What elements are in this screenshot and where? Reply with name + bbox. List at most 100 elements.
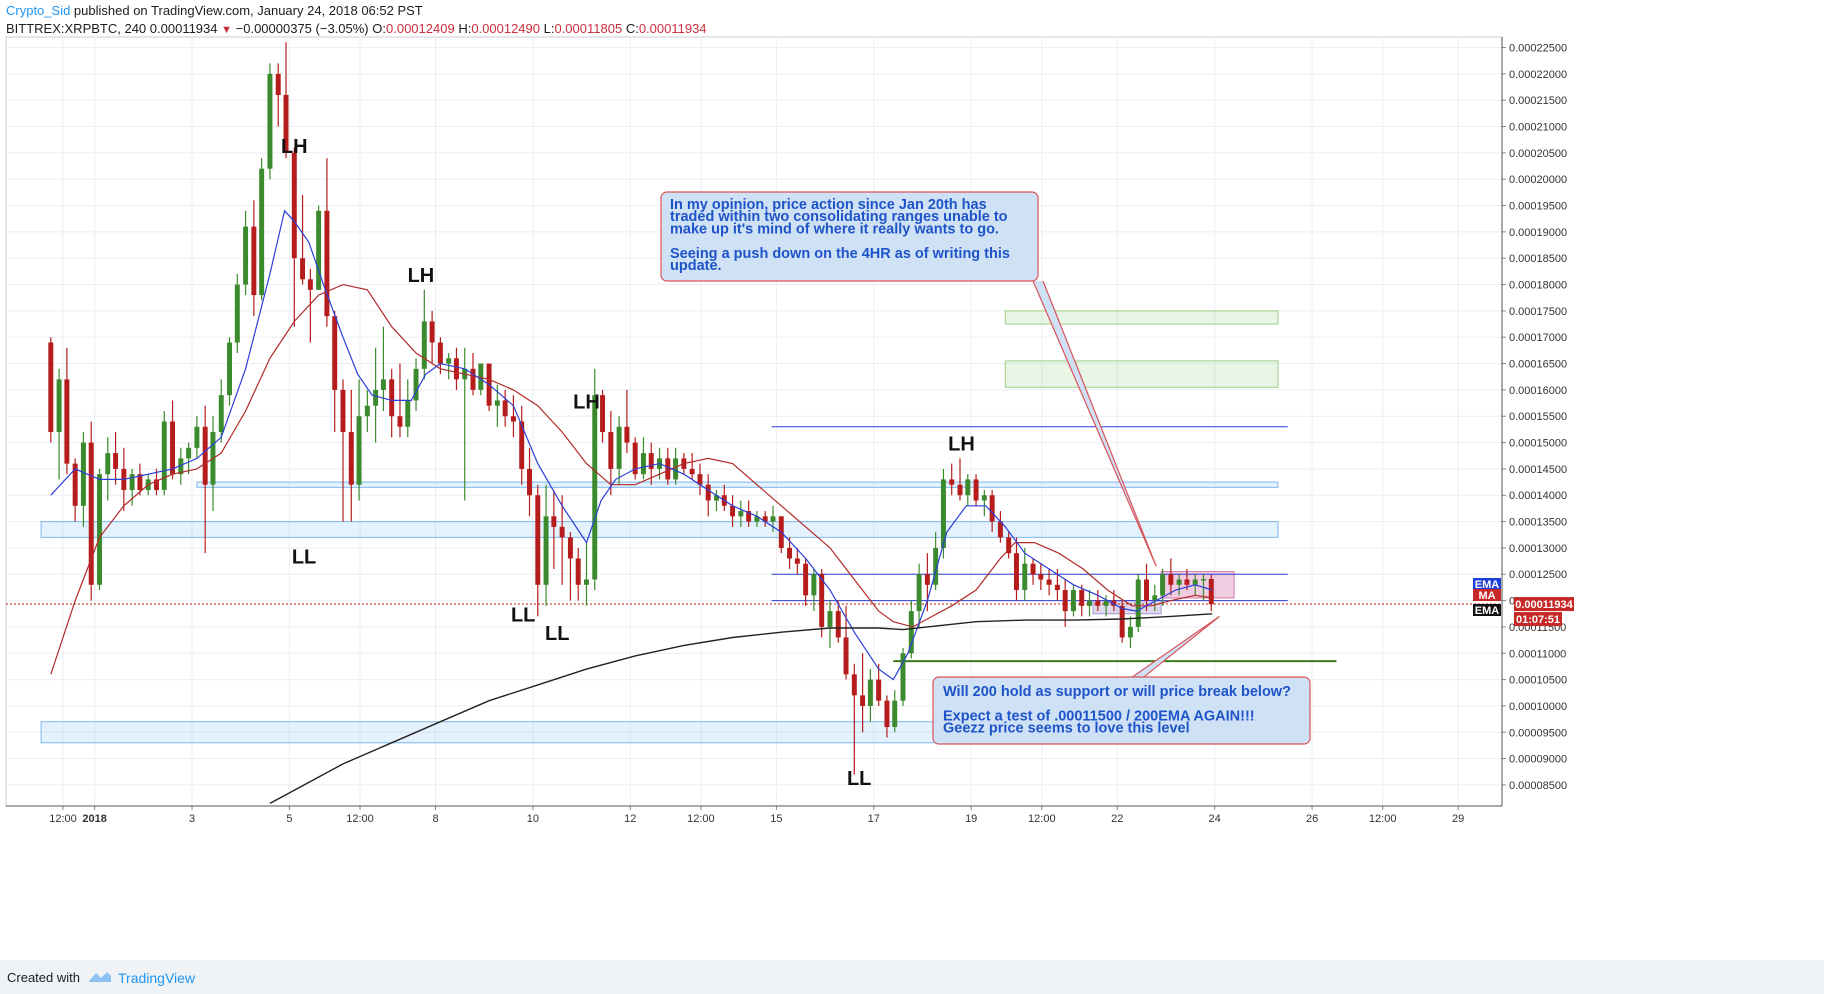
x-tick-label: 24 (1209, 813, 1221, 825)
close-label: C: (625, 21, 639, 36)
candle-body (1192, 579, 1198, 585)
x-tick-label: 12:00 (1028, 813, 1056, 825)
candle-body (1006, 537, 1012, 554)
candle-body (291, 152, 297, 259)
candle-body (551, 516, 557, 527)
candle-body (908, 611, 914, 654)
x-tick-label: 26 (1306, 813, 1318, 825)
y-tick-label: 0.00012500 (1509, 569, 1567, 581)
candle-body (470, 368, 476, 390)
candle-body (673, 458, 679, 480)
candle-body (1152, 595, 1158, 601)
countdown-tag-label: 01:07:51 (1516, 614, 1560, 626)
callout-text: make up it's mind of where it really wan… (670, 221, 999, 237)
candle-body (924, 574, 930, 585)
candle-body (405, 400, 411, 427)
x-tick-label: 15 (770, 813, 782, 825)
tradingview-logo-icon (89, 972, 111, 982)
candle-body (592, 395, 598, 580)
candle-body (600, 395, 606, 433)
candle-body (1062, 590, 1068, 612)
candle-body (1087, 600, 1093, 606)
candle-body (64, 379, 70, 464)
candle-body (356, 416, 362, 485)
candle-body (851, 674, 857, 696)
x-tick-label: 22 (1111, 813, 1123, 825)
pivot-label: LH (281, 136, 308, 158)
candle-body (519, 421, 525, 469)
price-chart[interactable]: 0.00022500 0.00022000 0.00021500 0.00021000… (0, 0, 1824, 960)
candle-body (510, 416, 516, 422)
x-tick-label: 10 (527, 813, 539, 825)
x-tick-label: 12:00 (687, 813, 715, 825)
callout-text: Will 200 hold as support or will price b… (943, 684, 1291, 700)
y-tick-label: 0.00019000 (1509, 227, 1567, 239)
candle-body (259, 168, 265, 296)
candle-body (446, 358, 452, 364)
candle-body (559, 526, 565, 538)
candle-body (153, 479, 159, 490)
high-label: H: (458, 21, 472, 36)
candle-body (1103, 600, 1109, 606)
indicator-tag (1473, 604, 1501, 616)
candle-body (827, 611, 833, 627)
candle-body (494, 400, 500, 406)
pivot-label: LH (948, 433, 975, 455)
zone-blue (40, 521, 1279, 538)
y-tick-label: 0.00022000 (1509, 69, 1567, 81)
candle-body (1111, 600, 1117, 606)
candle-body (665, 458, 671, 480)
candle-body (794, 558, 800, 564)
symbol-line: BITTREX:XRPBTC, 240 0.00011934 ▼ −0.0000… (6, 21, 707, 36)
candle-body (738, 511, 744, 517)
candle-body (527, 468, 532, 496)
candle-body (105, 453, 111, 475)
y-tick-label: 0.00018000 (1509, 280, 1567, 292)
y-tick-label: 0.00016000 (1509, 385, 1567, 397)
x-tick-label: 29 (1452, 813, 1464, 825)
callout-text: Expect a test of .00011500 / 200EMA AGAI… (943, 708, 1255, 724)
candle-body (884, 700, 890, 727)
pivot-label: LH (408, 265, 435, 287)
candle-body (1038, 574, 1044, 580)
candle-body (1070, 590, 1076, 612)
candle-body (421, 321, 427, 369)
author-link[interactable]: Crypto_Sid (6, 3, 71, 18)
candle-body (1046, 579, 1052, 585)
y-tick-label: 0.00021000 (1509, 122, 1567, 134)
y-tick-label: 0.00014500 (1509, 464, 1567, 476)
callout-pointer (1127, 615, 1220, 681)
y-tick-label: 0.00015000 (1509, 438, 1567, 450)
candle-body (340, 389, 346, 433)
candle-body (380, 379, 386, 390)
candle-body (300, 258, 306, 280)
callout-pointer (1032, 280, 1157, 567)
tradingview-link[interactable]: TradingView (118, 970, 196, 986)
pivot-label: LH (573, 391, 600, 413)
close-value: 0.00011934 (638, 21, 707, 36)
candle-body (543, 516, 549, 585)
candle-body (575, 558, 581, 585)
candle-body (161, 421, 167, 490)
candle-body (583, 579, 589, 585)
candle-body (502, 400, 508, 417)
candle-body (1079, 590, 1085, 606)
indicator-tag-label: EMA (1475, 605, 1500, 617)
low-value: 0.00011805 (554, 21, 623, 36)
candle-body (535, 495, 541, 585)
candle-body (997, 521, 1003, 538)
candle-body (1022, 563, 1028, 591)
callout-text: Seeing a push down on the 4HR as of writ… (670, 246, 1010, 262)
callout-box (932, 676, 1311, 745)
x-tick-label: 12:00 (49, 813, 77, 825)
zone-green (1004, 310, 1279, 325)
candle-body (80, 442, 86, 506)
candle-body (867, 679, 873, 706)
candle-body (762, 516, 768, 522)
candle-body (1013, 553, 1019, 591)
candle-body (860, 695, 866, 706)
y-tick-label: 0.00021500 (1509, 95, 1567, 107)
candle-body (316, 210, 322, 290)
candle-body (227, 342, 233, 396)
candle-body (632, 442, 638, 475)
